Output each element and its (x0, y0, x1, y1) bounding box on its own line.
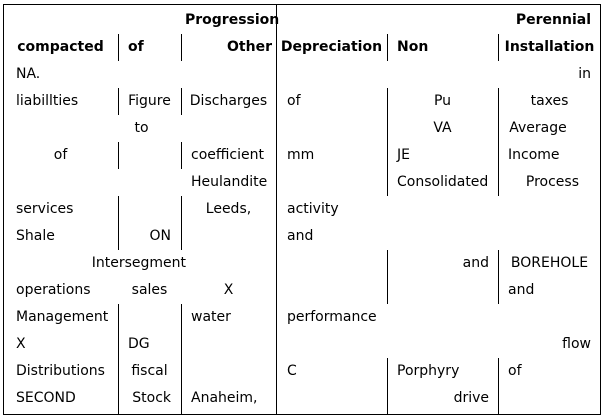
table-cell: VA (433, 120, 452, 136)
table-cell: to (134, 120, 149, 136)
table-cell: flow (562, 336, 591, 352)
header-compacted: compacted (17, 39, 104, 55)
column-divider (387, 250, 388, 304)
column-divider (118, 196, 119, 250)
table-cell: DG (128, 336, 150, 352)
table-cell: of (508, 363, 522, 379)
column-divider (387, 142, 388, 169)
column-divider (387, 358, 388, 415)
column-divider (498, 115, 499, 142)
table-cell: Stock (132, 390, 171, 406)
table-cell: JE (397, 147, 410, 163)
table-cell: fiscal (131, 363, 168, 379)
table-cell: of (287, 93, 301, 109)
header-other: Other (227, 39, 272, 55)
table-cell: Intersegment (91, 255, 186, 271)
table-cell: taxes (530, 93, 569, 109)
column-divider (181, 331, 182, 415)
column-divider (118, 304, 119, 331)
column-divider (118, 142, 119, 169)
column-divider (181, 304, 182, 331)
column-divider (498, 142, 499, 169)
header-depreciation: Depreciation (280, 39, 383, 55)
table-cell: in (578, 66, 591, 82)
table-cell: liabillties (16, 93, 79, 109)
header-installation: Installation (504, 39, 595, 55)
table-cell: mm (287, 147, 315, 163)
table-cell: sales (131, 282, 168, 298)
table-border (3, 4, 601, 415)
table-cell: Shale (16, 228, 55, 244)
column-divider (387, 115, 388, 142)
table-cell: activity (287, 201, 339, 217)
table-cell: BOREHOLE (510, 255, 589, 271)
table-cell: Average (509, 120, 567, 136)
column-divider (181, 196, 182, 250)
column-divider (498, 169, 499, 196)
table-cell: and (508, 282, 535, 298)
column-divider (118, 331, 119, 415)
header-non: Non (397, 39, 429, 55)
table-cell: Process (525, 174, 579, 190)
table-cell: operations (16, 282, 91, 298)
header-of: of (128, 39, 144, 55)
table-cell: of (53, 147, 68, 163)
table-cell: ON (149, 228, 172, 244)
table-cell: Consolidated (397, 174, 489, 190)
table-cell: NA. (16, 66, 41, 82)
column-divider (498, 250, 499, 304)
table-cell: Pu (433, 93, 452, 109)
column-divider (118, 34, 119, 61)
column-divider (276, 4, 277, 415)
table-cell: X (16, 336, 26, 352)
table-cell: SECOND (16, 390, 76, 406)
table-cell: Heulandite (191, 174, 268, 190)
header-progression: Progression (185, 12, 280, 28)
column-divider (181, 88, 182, 115)
column-divider (387, 169, 388, 196)
table-cell: services (16, 201, 74, 217)
table-cell: C (287, 363, 297, 379)
table-cell: Income (508, 147, 560, 163)
column-divider (498, 34, 499, 61)
table-cell: drive (453, 390, 489, 406)
column-divider (498, 88, 499, 115)
table-cell: Anaheim, (191, 390, 258, 406)
table-cell: coefficient (191, 147, 264, 163)
table-cell: performance (287, 309, 377, 325)
table-cell: water (191, 309, 231, 325)
table-cell: X (223, 282, 234, 298)
column-divider (181, 34, 182, 61)
table-cell: and (462, 255, 489, 271)
table-cell: Leeds, (205, 201, 252, 217)
column-divider (118, 88, 119, 115)
column-divider (387, 34, 388, 61)
table-cell: and (287, 228, 314, 244)
table-cell: Distributions (16, 363, 105, 379)
table-cell: Figure (128, 93, 171, 109)
column-divider (498, 358, 499, 415)
header-perennial: Perennial (515, 12, 591, 28)
table-cell: Porphyry (397, 363, 460, 379)
column-divider (181, 142, 182, 169)
table-cell: Discharges (189, 93, 268, 109)
column-divider (387, 88, 388, 115)
table-cell: Management (16, 309, 109, 325)
